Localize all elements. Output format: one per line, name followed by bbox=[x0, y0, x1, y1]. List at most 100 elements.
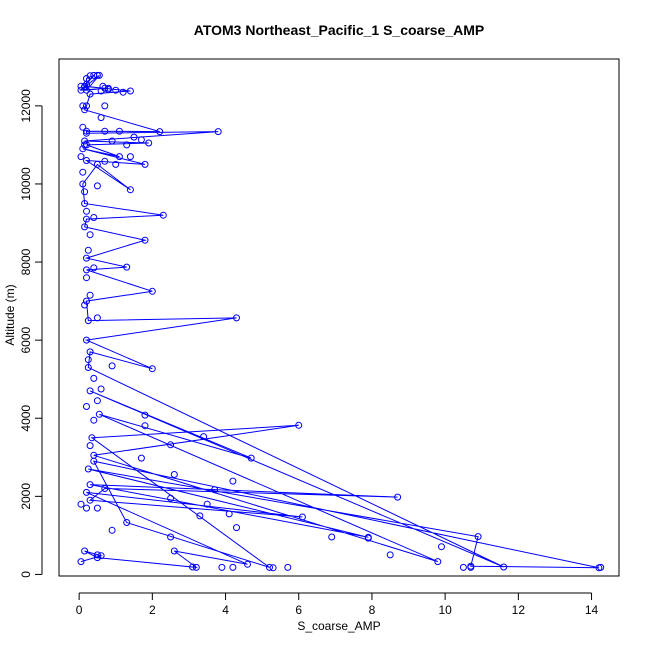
y-tick-label: 0 bbox=[19, 571, 33, 578]
data-point bbox=[83, 488, 90, 496]
data-point bbox=[467, 563, 475, 571]
data-point bbox=[218, 563, 226, 571]
data-point bbox=[141, 236, 149, 244]
data-point bbox=[108, 137, 116, 145]
data-point bbox=[145, 139, 153, 147]
data-point bbox=[434, 558, 442, 566]
data-point bbox=[119, 88, 127, 96]
data-point bbox=[83, 141, 90, 149]
data-point bbox=[83, 215, 90, 223]
data-point bbox=[115, 127, 123, 135]
data-point bbox=[90, 374, 98, 382]
y-tick-label: 8000 bbox=[19, 248, 33, 275]
data-point bbox=[192, 563, 200, 571]
data-point bbox=[474, 533, 482, 541]
data-point bbox=[81, 188, 89, 196]
data-point bbox=[167, 533, 175, 541]
data-point bbox=[81, 547, 89, 555]
y-tick-label: 10000 bbox=[19, 167, 33, 201]
data-point bbox=[189, 563, 197, 571]
data-point bbox=[101, 102, 109, 110]
data-point bbox=[137, 136, 145, 144]
data-point bbox=[126, 153, 134, 161]
data-point bbox=[84, 356, 92, 364]
data-point bbox=[77, 558, 85, 566]
data-point bbox=[148, 287, 156, 295]
data-point bbox=[295, 421, 303, 429]
data-point bbox=[83, 266, 90, 274]
data-point bbox=[438, 543, 445, 551]
x-tick-label: 2 bbox=[149, 603, 156, 617]
data-point bbox=[93, 504, 101, 512]
data-point bbox=[93, 71, 101, 79]
data-point bbox=[123, 263, 131, 271]
data-point bbox=[79, 123, 87, 131]
data-point bbox=[108, 362, 116, 370]
data-point bbox=[101, 157, 109, 165]
data-point bbox=[126, 186, 134, 194]
data-point bbox=[83, 207, 90, 215]
data-point bbox=[130, 133, 138, 141]
data-point bbox=[123, 141, 131, 149]
y-tick-label: 12000 bbox=[19, 89, 33, 123]
data-point bbox=[269, 564, 277, 572]
data-point bbox=[97, 114, 105, 122]
data-point bbox=[86, 442, 94, 450]
x-tick-label: 6 bbox=[295, 603, 302, 617]
data-point bbox=[170, 471, 178, 478]
data-point bbox=[83, 254, 90, 262]
x-tick-label: 4 bbox=[222, 603, 229, 617]
data-point bbox=[77, 153, 85, 161]
y-tick-label: 2000 bbox=[19, 483, 33, 510]
data-point bbox=[81, 141, 89, 149]
data-point bbox=[247, 454, 255, 462]
data-point bbox=[90, 451, 98, 459]
data-point bbox=[500, 563, 508, 571]
data-point bbox=[86, 387, 94, 395]
data-point bbox=[93, 314, 101, 322]
data-point bbox=[79, 168, 87, 176]
data-point bbox=[386, 551, 394, 559]
data-point bbox=[86, 72, 94, 80]
data-point bbox=[167, 441, 175, 449]
data-point bbox=[79, 180, 87, 188]
data-point bbox=[123, 519, 131, 526]
data-point bbox=[83, 504, 90, 512]
data-point bbox=[93, 182, 101, 190]
data-point bbox=[137, 454, 145, 462]
data-point bbox=[81, 106, 89, 114]
data-point bbox=[225, 510, 233, 518]
data-point bbox=[141, 411, 149, 419]
data-point bbox=[229, 477, 237, 485]
data-point bbox=[83, 297, 90, 305]
data-point bbox=[233, 314, 240, 322]
data-point bbox=[81, 301, 89, 309]
y-tick-label: 4000 bbox=[19, 405, 33, 432]
data-point bbox=[203, 500, 211, 508]
data-point bbox=[90, 416, 98, 424]
data-point bbox=[141, 160, 149, 168]
data-point bbox=[84, 317, 92, 325]
data-point bbox=[115, 153, 123, 161]
data-point bbox=[84, 246, 92, 254]
data-point bbox=[108, 526, 116, 534]
data-point bbox=[81, 83, 89, 91]
data-point bbox=[159, 211, 167, 219]
data-point bbox=[101, 127, 109, 135]
data-point bbox=[97, 552, 105, 560]
x-axis-label: S_coarse_AMP bbox=[297, 619, 380, 633]
data-point bbox=[84, 465, 92, 473]
data-point bbox=[93, 160, 101, 168]
data-point bbox=[83, 127, 90, 135]
data-point bbox=[141, 422, 149, 430]
data-point bbox=[83, 274, 90, 282]
data-point bbox=[86, 496, 94, 504]
data-point bbox=[81, 223, 89, 231]
data-point bbox=[328, 533, 336, 541]
data-point bbox=[86, 348, 94, 356]
data-point bbox=[93, 554, 101, 562]
x-tick-label: 14 bbox=[585, 603, 599, 617]
y-tick-label: 6000 bbox=[19, 326, 33, 353]
x-tick-label: 0 bbox=[76, 603, 83, 617]
